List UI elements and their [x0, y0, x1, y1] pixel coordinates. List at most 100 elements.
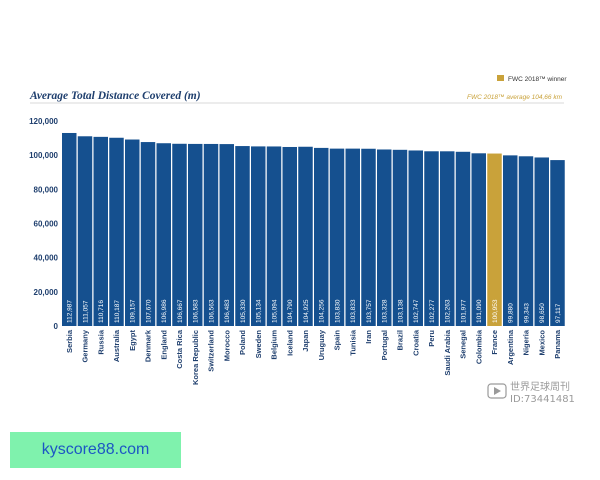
watermark: 世界足球周刊 ID:73441481	[487, 380, 575, 405]
bar-iceland	[282, 146, 297, 326]
play-triangle-icon	[494, 387, 501, 395]
bar-value-label: 106,563	[208, 299, 215, 323]
x-tick-label: Peru	[427, 330, 436, 347]
bar-value-label: 110,716	[98, 300, 105, 323]
y-tick-label: 60,000	[34, 220, 59, 229]
bar-nigeria	[518, 156, 534, 326]
x-tick-label: Spain	[333, 330, 342, 351]
bar-korea-republic	[188, 143, 203, 326]
bar-spain	[329, 148, 345, 326]
x-tick-label: Australia	[112, 329, 121, 362]
legend: FWC 2018™ winner	[497, 75, 567, 83]
bar-uruguay	[314, 147, 329, 326]
bar-value-label: 98,650	[539, 303, 546, 323]
bar-value-label: 103,757	[366, 299, 373, 323]
legend-swatch	[497, 75, 504, 81]
bar-value-label: 102,263	[445, 299, 452, 323]
bar-france	[487, 153, 502, 326]
x-tick-label: Japan	[301, 330, 310, 352]
x-tick-label: Portugal	[380, 330, 389, 360]
x-axis-labels: Serbia Germany Russia Australia Egypt Denmark…	[65, 329, 562, 385]
bar-egypt	[125, 139, 140, 326]
bar-colombia	[471, 153, 486, 326]
bars: 112,987 111,057 110,716 110,187 109,157 107,6…	[62, 132, 565, 326]
bar-value-label: 105,330	[240, 299, 247, 323]
bar-value-label: 107,670	[145, 299, 152, 323]
bar-panama	[550, 160, 565, 326]
x-tick-label: Sweden	[254, 330, 263, 359]
bar-value-label: 105,094	[271, 299, 278, 323]
bar-morocco	[219, 144, 234, 326]
chart-title: Average Total Distance Covered (m)	[29, 90, 201, 102]
bar-value-label: 102,277	[429, 299, 436, 323]
y-tick-label: 120,000	[29, 117, 58, 126]
bar-value-label: 106,667	[177, 299, 184, 323]
bar-russia	[93, 136, 108, 326]
promo-banner-text: kyscore88.com	[41, 441, 150, 458]
x-tick-label: Costa Rica	[175, 329, 184, 369]
bar-value-label: 111,057	[82, 300, 89, 323]
bar-value-label: 104,790	[287, 299, 294, 323]
bar-brazil	[392, 149, 408, 326]
y-tick-label: 40,000	[34, 254, 59, 263]
x-tick-label: Denmark	[144, 329, 153, 362]
bar-denmark	[140, 142, 156, 326]
legend-label: FWC 2018™ winner	[508, 76, 567, 83]
x-tick-label: Belgium	[270, 330, 279, 360]
bar-value-label: 104,925	[303, 299, 310, 323]
bar-tunisia	[345, 148, 360, 326]
bar-value-label: 110,187	[114, 300, 121, 323]
x-tick-label: England	[159, 330, 168, 360]
bar-england	[156, 143, 171, 326]
bar-poland	[235, 146, 250, 326]
x-tick-label: Argentina	[506, 329, 515, 365]
x-tick-label: Switzerland	[207, 330, 216, 372]
bar-australia	[109, 137, 124, 326]
x-tick-label: Colombia	[474, 329, 483, 364]
bar-saudi-arabia	[440, 151, 455, 326]
bar-value-label: 104,256	[319, 299, 326, 323]
bar-value-label: 105,134	[256, 299, 263, 323]
bar-value-label: 106,583	[193, 299, 200, 323]
bar-croatia	[408, 150, 423, 326]
bar-mexico	[534, 157, 549, 326]
bar-value-label: 103,830	[334, 299, 341, 323]
bar-senegal	[455, 151, 471, 326]
bar-sweden	[251, 146, 266, 326]
bar-value-label: 99,880	[508, 303, 515, 323]
bar-value-label: 97,117	[555, 303, 562, 323]
bar-value-label: 101,090	[476, 299, 483, 323]
bar-value-label: 101,977	[460, 299, 467, 323]
x-tick-label: Serbia	[65, 329, 74, 353]
x-tick-label: Croatia	[411, 329, 420, 356]
x-tick-label: Panama	[553, 329, 562, 359]
x-tick-label: Poland	[238, 330, 247, 355]
bar-iran	[361, 148, 376, 326]
watermark-line2: ID:73441481	[510, 394, 575, 405]
bar-value-label: 100,953	[492, 299, 499, 323]
x-tick-label: Korea Republic	[191, 330, 200, 385]
bar-value-label: 106,986	[161, 299, 168, 323]
x-tick-label: Tunisia	[348, 329, 357, 356]
x-tick-label: Russia	[96, 329, 105, 354]
promo-banner[interactable]: kyscore88.com	[10, 432, 181, 468]
y-tick-label: 20,000	[34, 288, 59, 297]
bar-value-label: 103,138	[397, 299, 404, 323]
bar-value-label: 99,343	[523, 303, 530, 323]
bar-belgium	[266, 146, 282, 326]
play-logo-icon	[487, 383, 507, 399]
bar-value-label: 109,157	[130, 299, 137, 323]
bar-switzerland	[203, 143, 219, 326]
x-tick-label: Germany	[81, 329, 90, 362]
x-tick-label: Brazil	[396, 330, 405, 350]
bar-japan	[298, 146, 313, 326]
x-tick-label: Senegal	[459, 330, 468, 359]
watermark-line1: 世界足球周刊	[510, 380, 570, 393]
bar-serbia	[62, 132, 77, 326]
x-tick-label: Saudi Arabia	[443, 329, 452, 375]
x-tick-label: Nigeria	[522, 329, 531, 355]
y-tick-label: 100,000	[29, 151, 58, 160]
x-tick-label: Iran	[364, 330, 373, 344]
bar-value-label: 102,747	[413, 299, 420, 323]
